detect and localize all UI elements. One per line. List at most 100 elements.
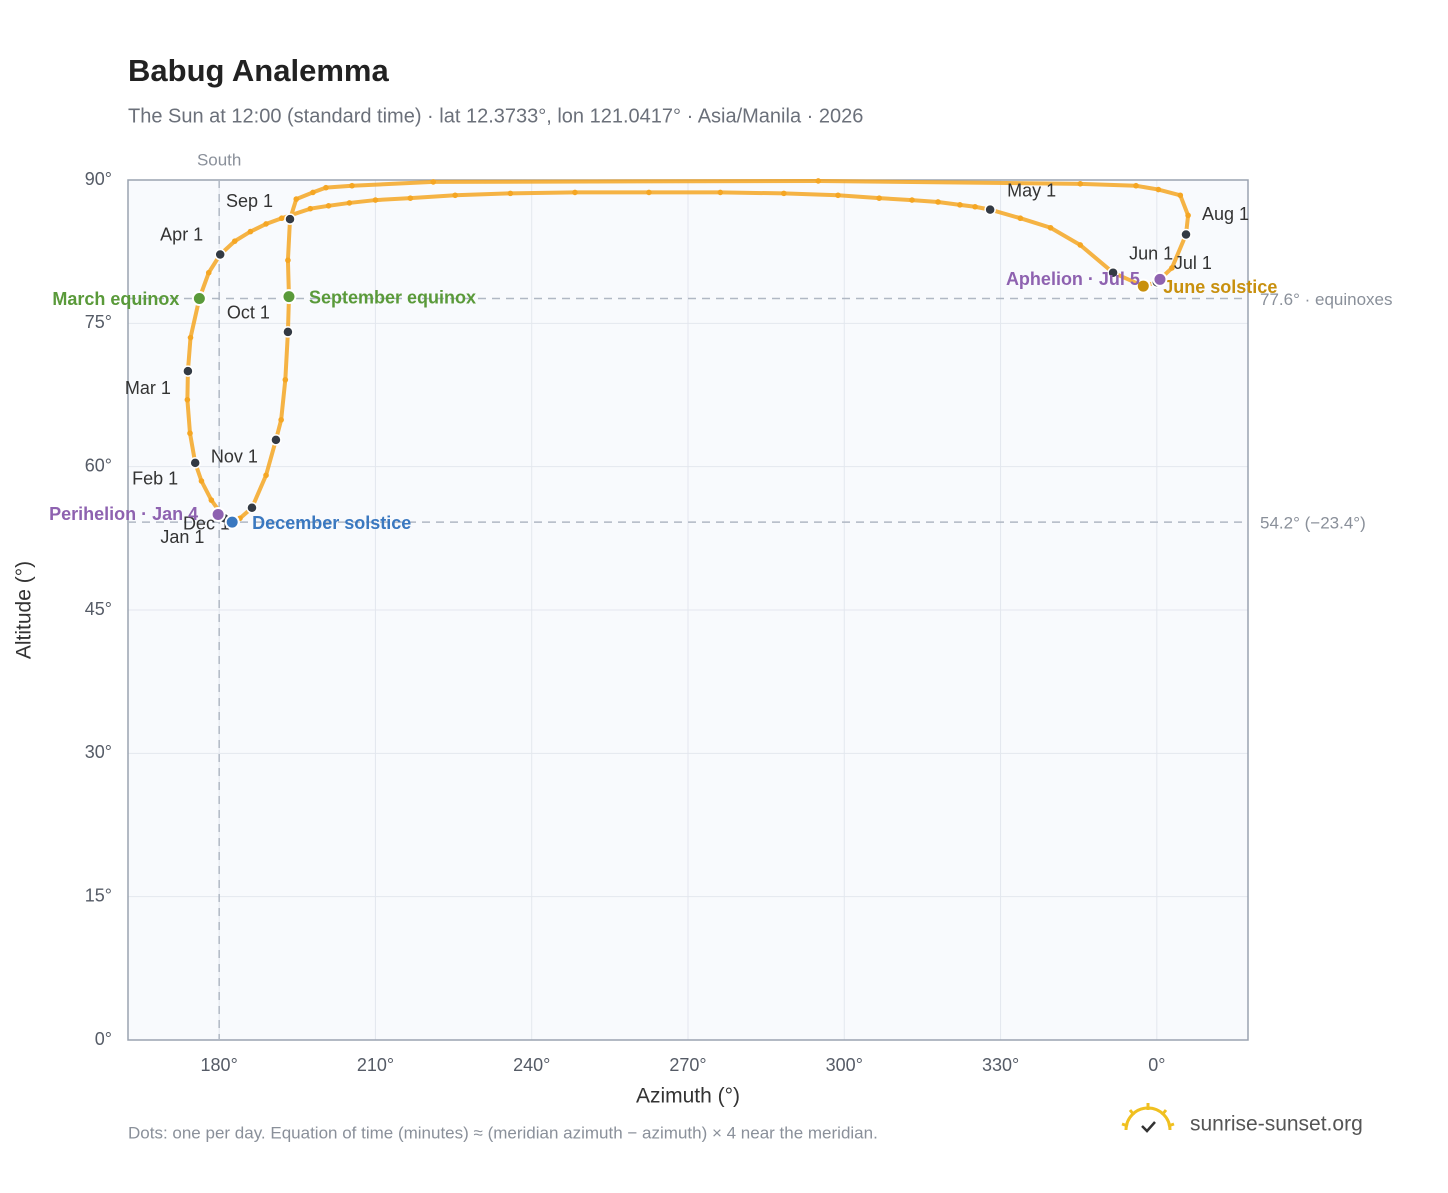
month-marker: [1180, 228, 1192, 241]
day-dot: [781, 190, 787, 197]
day-dot: [972, 203, 978, 210]
day-dot: [205, 269, 212, 276]
month-label: Apr 1: [160, 224, 203, 244]
event-marker: [1135, 278, 1151, 294]
footnote: Dots: one per day. Equation of time (min…: [128, 1123, 878, 1142]
day-dot: [646, 189, 652, 196]
brand-logo: [1121, 1103, 1175, 1133]
day-dot: [935, 199, 941, 205]
x-tick-label: 210°: [357, 1055, 394, 1075]
day-dot: [957, 202, 963, 208]
day-dot: [1169, 265, 1175, 271]
event-label: June solstice: [1163, 277, 1277, 297]
y-tick-label: 15°: [85, 885, 112, 905]
event-marker: [224, 514, 240, 530]
event-marker: [281, 289, 297, 305]
y-tick-label: 30°: [85, 742, 112, 762]
month-marker: [270, 434, 282, 446]
day-dot: [184, 396, 191, 403]
day-dot: [372, 197, 379, 203]
month-label: Aug 1: [1202, 204, 1249, 224]
x-tick-label: 180°: [201, 1055, 238, 1075]
day-dot: [325, 203, 332, 209]
reference-label: 77.6° · equinoxes: [1260, 290, 1393, 309]
x-axis-label: Azimuth (°): [636, 1085, 740, 1108]
y-tick-label: 60°: [85, 455, 112, 475]
month-label: Feb 1: [132, 469, 178, 489]
month-label: May 1: [1007, 180, 1056, 200]
day-dot: [278, 215, 285, 222]
event-label: September equinox: [309, 287, 476, 307]
x-tick-label: 300°: [826, 1055, 863, 1075]
day-dot: [285, 257, 291, 264]
y-tick-label: 0°: [95, 1029, 112, 1049]
day-dot: [1133, 182, 1139, 189]
event-label: March equinox: [52, 289, 179, 309]
day-dot: [310, 189, 316, 196]
y-axis-label: Altitude (°): [13, 561, 36, 659]
month-label: Sep 1: [226, 191, 273, 211]
day-dot: [452, 192, 458, 199]
day-dot: [1077, 242, 1084, 248]
day-dot: [815, 178, 822, 184]
day-dot: [407, 195, 414, 201]
month-label: Jun 1: [1129, 243, 1173, 263]
day-dot: [1177, 192, 1184, 199]
day-dot: [346, 200, 353, 206]
day-dot: [1155, 186, 1162, 193]
month-label: Jul 1: [1174, 253, 1212, 273]
day-dot: [187, 334, 194, 341]
month-marker: [282, 326, 294, 338]
month-marker: [182, 365, 194, 377]
day-dot: [187, 430, 193, 437]
month-label: Oct 1: [227, 303, 270, 323]
day-dot: [278, 417, 284, 423]
month-label: Jan 1: [160, 527, 204, 547]
day-dot: [507, 190, 514, 197]
month-label: Mar 1: [125, 378, 171, 398]
event-label: Aphelion · Jul 5: [1006, 269, 1140, 289]
day-dot: [198, 478, 205, 484]
day-dot: [307, 205, 314, 212]
day-dot: [263, 472, 269, 479]
day-dot: [247, 228, 254, 235]
brand-name: sunrise-sunset.org: [1190, 1113, 1363, 1136]
chart-subtitle: The Sun at 12:00 (standard time) · lat 1…: [128, 105, 863, 127]
x-tick-label: 270°: [669, 1055, 706, 1075]
event-label: Perihelion · Jan 4: [49, 504, 198, 524]
month-marker: [984, 203, 996, 216]
day-dot: [323, 184, 329, 191]
event-label: December solstice: [252, 513, 411, 533]
event-marker: [1152, 271, 1168, 287]
event-marker: [191, 290, 207, 306]
day-dot: [717, 189, 724, 196]
analemma-path: [185, 178, 1191, 525]
reference-label: South: [197, 150, 241, 169]
day-dot: [231, 238, 238, 244]
month-marker: [189, 457, 201, 469]
month-marker: [284, 213, 296, 225]
event-marker: [210, 506, 226, 522]
month-marker: [1107, 266, 1119, 279]
month-marker: [214, 248, 226, 261]
day-dot: [1077, 181, 1084, 187]
month-marker: [246, 502, 258, 514]
x-tick-label: 330°: [982, 1055, 1019, 1075]
day-dot: [282, 376, 289, 383]
day-dot: [876, 195, 882, 201]
day-dot: [1047, 224, 1054, 231]
month-label: Nov 1: [211, 447, 258, 467]
chart-title: Babug Analemma: [128, 53, 389, 88]
reference-label: 54.2° (−23.4°): [1260, 514, 1366, 533]
day-dot: [208, 497, 215, 503]
day-dot: [572, 189, 578, 196]
day-dot: [1017, 215, 1024, 222]
day-dot: [1185, 212, 1191, 219]
day-dot: [293, 196, 300, 202]
day-dot: [263, 221, 269, 227]
y-tick-label: 45°: [85, 599, 112, 619]
y-tick-label: 90°: [85, 169, 112, 189]
day-dot: [349, 182, 355, 189]
